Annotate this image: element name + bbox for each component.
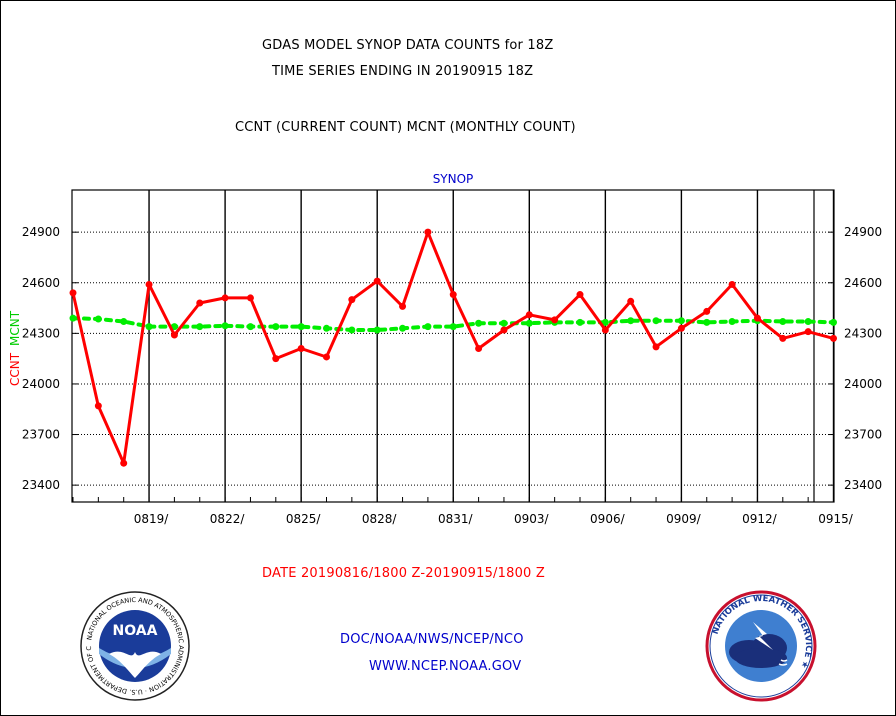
series-point-ccnt xyxy=(145,280,153,288)
series-point-ccnt xyxy=(601,326,609,334)
series-point-ccnt xyxy=(830,334,837,342)
series-point-ccnt xyxy=(728,280,736,288)
series-point-ccnt xyxy=(120,459,128,467)
series-point-ccnt xyxy=(69,289,77,297)
y-tick-label-right: 24600 xyxy=(844,276,882,290)
series-point-ccnt xyxy=(475,345,483,353)
chart-subtitle: CCNT (CURRENT COUNT) MCNT (MONTHLY COUNT… xyxy=(235,120,576,135)
series-point-mcnt xyxy=(525,319,533,327)
date-range-label: DATE 20190816/1800 Z-20190915/1800 Z xyxy=(262,566,545,581)
x-tick-label: 0828/ xyxy=(362,512,398,526)
footer-org-line: DOC/NOAA/NWS/NCEP/NCO xyxy=(340,632,524,647)
series-point-mcnt xyxy=(196,323,204,331)
x-tick-label: 0825/ xyxy=(286,512,322,526)
y-tick-label-left: 24300 xyxy=(22,326,60,340)
x-tick-label: 0912/ xyxy=(742,512,778,526)
series-point-mcnt xyxy=(94,315,102,323)
series-point-ccnt xyxy=(196,299,204,307)
series-point-ccnt xyxy=(272,355,280,363)
series-point-ccnt xyxy=(551,316,559,324)
series-point-mcnt xyxy=(627,317,635,325)
chart-title-line2: TIME SERIES ENDING IN 20190915 18Z xyxy=(272,64,534,79)
chart-title-line1: GDAS MODEL SYNOP DATA COUNTS for 18Z xyxy=(262,38,554,53)
series-point-mcnt xyxy=(475,319,483,327)
series-point-ccnt xyxy=(753,314,761,322)
y-tick-label-right: 24000 xyxy=(844,377,882,391)
noaa-logo-text: NOAA xyxy=(113,623,158,639)
x-tick-label: 0906/ xyxy=(590,512,626,526)
series-point-ccnt xyxy=(399,302,407,310)
series-point-ccnt xyxy=(525,311,533,319)
series-point-mcnt xyxy=(69,314,77,322)
y-tick-label-right: 23700 xyxy=(844,428,882,442)
series-point-mcnt xyxy=(348,326,356,334)
x-tick-label: 0915/ xyxy=(818,512,854,526)
series-point-mcnt xyxy=(728,318,736,326)
nws-logo: NATIONAL WEATHER SERVICE ★ xyxy=(705,590,817,702)
series-point-mcnt xyxy=(297,323,305,331)
y-tick-label-right: 24300 xyxy=(844,326,882,340)
x-tick-label: 0903/ xyxy=(514,512,550,526)
series-point-ccnt xyxy=(576,291,584,299)
series-point-ccnt xyxy=(323,353,330,361)
series-point-mcnt xyxy=(449,323,457,331)
series-point-mcnt xyxy=(272,323,280,331)
series-point-mcnt xyxy=(246,323,254,331)
series-point-mcnt xyxy=(703,318,711,326)
series-point-mcnt xyxy=(373,326,381,334)
series-point-mcnt xyxy=(779,318,787,326)
series-point-ccnt xyxy=(627,297,635,305)
series-point-mcnt xyxy=(677,317,685,325)
chart-title: SYNOP xyxy=(433,172,474,186)
noaa-logo: NATIONAL OCEANIC AND ATMOSPHERIC ADMINIS… xyxy=(79,590,190,701)
x-tick-label: 0819/ xyxy=(134,512,170,526)
footer-url-line: WWW.NCEP.NOAA.GOV xyxy=(369,659,522,674)
series-point-ccnt xyxy=(677,324,685,332)
series-point-ccnt xyxy=(500,326,508,334)
y-tick-label-left: 24900 xyxy=(22,225,60,239)
series-point-mcnt xyxy=(804,318,812,326)
series-point-mcnt xyxy=(652,317,660,325)
series-point-ccnt xyxy=(221,294,229,302)
series-point-mcnt xyxy=(221,322,229,330)
series-point-mcnt xyxy=(830,318,837,326)
series-point-mcnt xyxy=(500,319,508,327)
y-tick-label-left: 24000 xyxy=(22,377,60,391)
series-point-ccnt xyxy=(170,331,178,339)
series-point-ccnt xyxy=(652,343,660,351)
series-point-ccnt xyxy=(246,294,254,302)
x-tick-label: 0909/ xyxy=(666,512,702,526)
series-point-ccnt xyxy=(373,277,381,285)
series-point-mcnt xyxy=(399,324,407,332)
series-point-ccnt xyxy=(804,328,812,336)
series-point-ccnt xyxy=(297,345,305,353)
y-axis-label-ccnt: CCNT xyxy=(8,352,22,386)
series-point-mcnt xyxy=(576,318,584,326)
y-tick-label-left: 24600 xyxy=(22,276,60,290)
series-point-mcnt xyxy=(601,318,609,326)
y-axis-label-mcnt: MCNT xyxy=(8,310,22,346)
series-point-mcnt xyxy=(424,323,432,331)
x-tick-label: 0831/ xyxy=(438,512,474,526)
series-point-ccnt xyxy=(348,296,356,304)
series-point-ccnt xyxy=(703,307,711,315)
series-point-mcnt xyxy=(120,318,128,326)
series-point-ccnt xyxy=(94,402,102,410)
y-tick-label-left: 23700 xyxy=(22,428,60,442)
y-tick-label-right: 23400 xyxy=(844,478,882,492)
y-tick-label-right: 24900 xyxy=(844,225,882,239)
x-tick-label: 0822/ xyxy=(210,512,246,526)
y-tick-label-left: 23400 xyxy=(22,478,60,492)
series-point-ccnt xyxy=(779,334,787,342)
series-point-mcnt xyxy=(145,323,153,331)
series-point-ccnt xyxy=(449,291,457,299)
series-point-ccnt xyxy=(424,228,432,236)
series-point-mcnt xyxy=(323,324,330,332)
